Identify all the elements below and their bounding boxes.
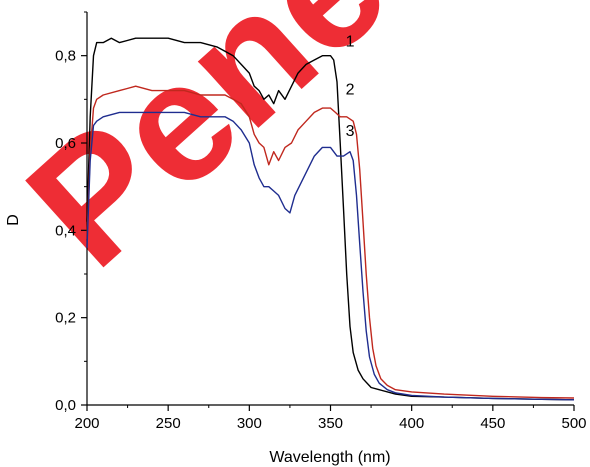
x-tick-label: 500	[561, 415, 586, 432]
x-tick-label: 350	[318, 415, 343, 432]
x-tick-label: 200	[74, 415, 99, 432]
x-tick-label: 250	[156, 415, 181, 432]
curves	[86, 37, 575, 401]
y-axis-title: D	[5, 214, 22, 226]
series-line-3	[86, 111, 575, 401]
curve-label-2: 2	[346, 81, 355, 98]
x-tick-label: 450	[480, 415, 505, 432]
y-tick-label: 0,0	[55, 397, 76, 414]
x-tick-label: 400	[399, 415, 424, 432]
y-tick-label: 0,2	[55, 310, 76, 327]
y-tick-label: 0,6	[55, 135, 76, 152]
x-axis-title: Wavelength (nm)	[269, 449, 390, 466]
curve-labels: 1 2 3	[346, 33, 355, 140]
series-line-2	[86, 85, 575, 399]
axes: 200 250 300 350 400 450 500 0,0 0,2 0,4 0,6 0,8	[55, 11, 587, 432]
curve-label-1: 1	[346, 33, 355, 50]
y-tick-label: 0,8	[55, 48, 76, 65]
curve-label-3: 3	[346, 123, 355, 140]
series-line-1	[86, 37, 575, 401]
x-tick-label: 300	[237, 415, 262, 432]
y-tick-label: 0,4	[55, 222, 76, 239]
